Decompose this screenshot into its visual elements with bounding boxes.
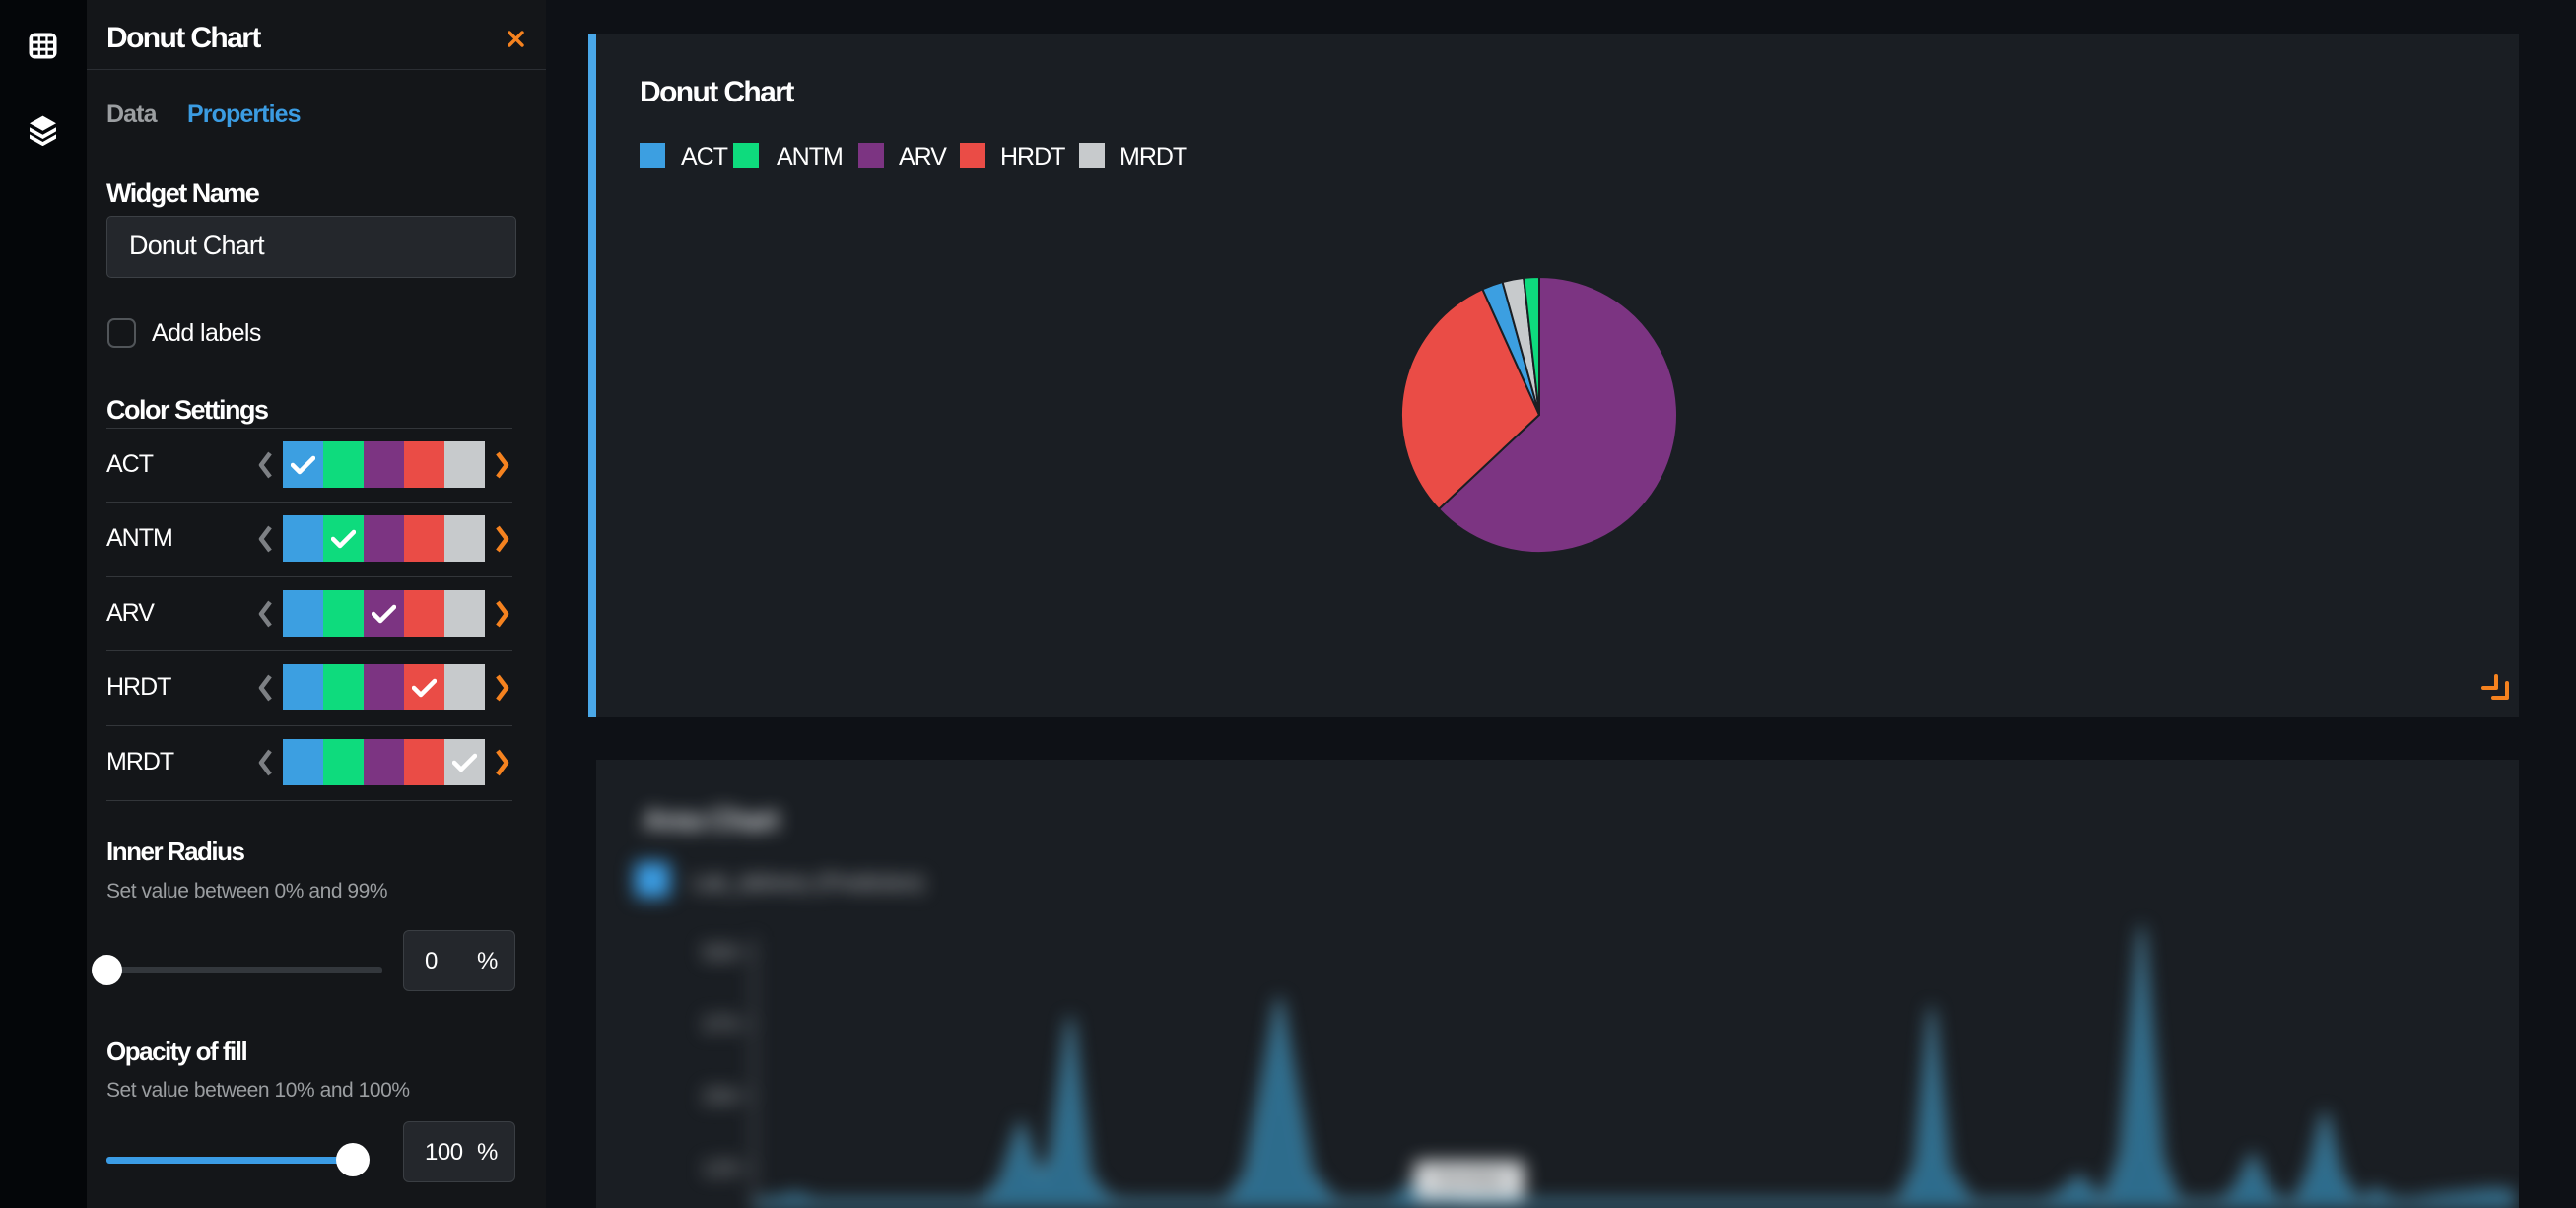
svg-text:250: 250 xyxy=(702,1084,738,1108)
svg-text:375: 375 xyxy=(702,1012,738,1037)
svg-text:125: 125 xyxy=(702,1156,738,1180)
svg-text:500: 500 xyxy=(702,940,738,965)
